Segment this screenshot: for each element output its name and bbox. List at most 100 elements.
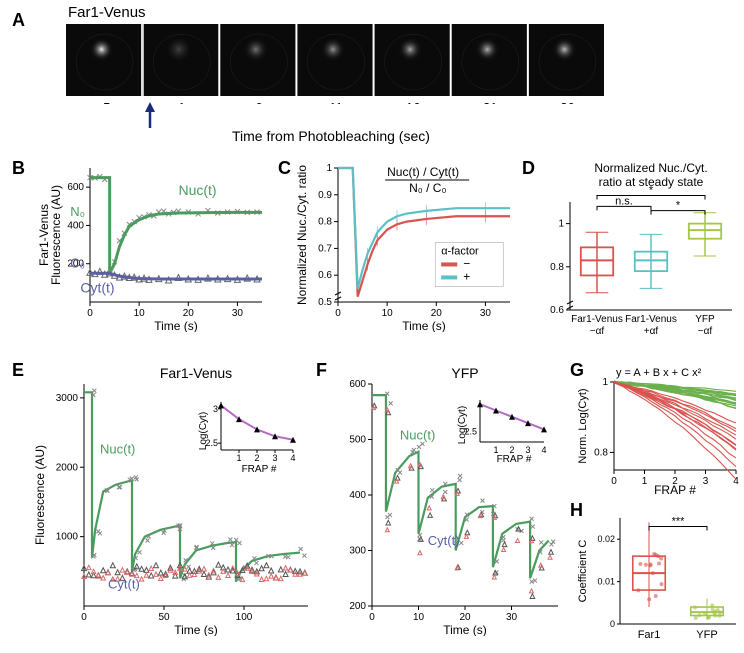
svg-text:1: 1: [602, 377, 608, 388]
svg-text:30: 30: [232, 308, 244, 319]
svg-text:Coefficient C: Coefficient C: [577, 540, 589, 603]
svg-text:400: 400: [67, 220, 84, 231]
svg-text:4: 4: [290, 453, 295, 463]
svg-text:10: 10: [413, 612, 425, 623]
svg-text:0: 0: [335, 308, 341, 319]
svg-text:3: 3: [272, 453, 277, 463]
svg-text:0: 0: [611, 476, 617, 487]
panel-h-chart: 00.010.02Coefficient CFar1YFP***: [576, 504, 740, 644]
panel-a-arrow: [140, 100, 160, 130]
svg-text:Nuc(t): Nuc(t): [100, 441, 135, 456]
svg-text:C₀: C₀: [70, 256, 85, 271]
panel-f-label: F: [316, 360, 327, 381]
svg-text:3000: 3000: [56, 393, 79, 404]
svg-text:20: 20: [431, 308, 443, 319]
svg-text:Far1: Far1: [638, 629, 661, 641]
panel-d-label: D: [522, 158, 535, 179]
svg-text:-5: -5: [99, 100, 111, 104]
svg-text:Nuc(t): Nuc(t): [178, 182, 216, 198]
svg-text:YFP: YFP: [451, 366, 478, 381]
svg-text:−: −: [463, 256, 470, 270]
svg-text:FRAP #: FRAP #: [497, 454, 532, 465]
svg-text:2: 2: [254, 453, 259, 463]
panel-a-label: A: [12, 10, 25, 31]
svg-text:1: 1: [558, 219, 564, 230]
svg-text:0: 0: [369, 612, 375, 623]
panel-e-label: E: [12, 360, 24, 381]
svg-text:Fluorescence (AU): Fluorescence (AU): [49, 185, 63, 285]
svg-text:6: 6: [255, 100, 262, 104]
svg-text:0.6: 0.6: [550, 305, 564, 316]
svg-text:Log(Cyt): Log(Cyt): [198, 412, 209, 450]
svg-text:Time (s): Time (s): [174, 623, 218, 636]
svg-text:YFP: YFP: [696, 629, 717, 641]
svg-text:20: 20: [183, 308, 195, 319]
svg-text:Normalized Nuc./Cyt. ratio: Normalized Nuc./Cyt. ratio: [296, 165, 309, 305]
svg-text:3: 3: [213, 404, 218, 414]
svg-text:26: 26: [560, 100, 574, 104]
svg-text:0: 0: [87, 308, 93, 319]
panel-b-label: B: [12, 158, 25, 179]
svg-text:*: *: [649, 185, 654, 197]
svg-text:4: 4: [541, 445, 546, 455]
svg-text:400: 400: [349, 490, 366, 501]
panel-c-chart: 01020300.50.60.70.80.91Time (s)Normalize…: [296, 162, 516, 332]
svg-text:200: 200: [349, 601, 366, 612]
svg-text:Log(Cyt): Log(Cyt): [457, 406, 468, 444]
panel-b-chart: 0102030200400600Time (s)Far1-VenusFluore…: [38, 162, 268, 332]
svg-text:n.s.: n.s.: [615, 195, 633, 207]
svg-text:FRAP #: FRAP #: [654, 483, 696, 496]
svg-text:y = A + B x + C x²: y = A + B x + C x²: [616, 367, 702, 379]
svg-text:*: *: [676, 200, 681, 212]
svg-text:30: 30: [506, 612, 518, 623]
svg-text:Cyt(t): Cyt(t): [428, 533, 460, 548]
svg-text:YFP: YFP: [695, 314, 715, 325]
svg-text:1: 1: [642, 476, 648, 487]
svg-text:300: 300: [349, 546, 366, 557]
svg-text:1: 1: [178, 100, 185, 104]
svg-text:Far1-Venus: Far1-Venus: [160, 366, 232, 381]
svg-text:Cyt(t): Cyt(t): [80, 279, 114, 295]
svg-text:600: 600: [349, 379, 366, 390]
svg-text:Time (s): Time (s): [402, 319, 446, 332]
svg-text:Cyt(t): Cyt(t): [108, 577, 140, 592]
panel-a-images: -51611162126: [66, 24, 606, 104]
panel-f-chart: 0102030200300400500600Time (s)YFPNuc(t)C…: [330, 366, 564, 636]
svg-text:0: 0: [610, 619, 615, 629]
svg-text:+αf: +αf: [644, 326, 659, 337]
svg-text:***: ***: [672, 515, 686, 527]
svg-text:16: 16: [406, 100, 420, 104]
svg-text:Far1-Venus: Far1-Venus: [625, 314, 677, 325]
svg-text:N₀ / C₀: N₀ / C₀: [409, 181, 446, 195]
svg-text:50: 50: [158, 612, 170, 623]
svg-text:Far1-Venus: Far1-Venus: [571, 314, 623, 325]
svg-text:0.5: 0.5: [318, 297, 332, 308]
svg-text:1: 1: [236, 453, 241, 463]
svg-text:Nuc(t): Nuc(t): [400, 428, 435, 443]
svg-text:0.9: 0.9: [318, 190, 332, 201]
svg-text:0.01: 0.01: [597, 577, 615, 587]
svg-text:−αf: −αf: [590, 326, 605, 337]
svg-text:Time (s): Time (s): [154, 319, 198, 332]
svg-text:−αf: −αf: [698, 326, 713, 337]
svg-text:0: 0: [81, 612, 87, 623]
svg-text:500: 500: [349, 435, 366, 446]
svg-text:N₀: N₀: [70, 204, 85, 219]
panel-g-chart: y = A + B x + C x²012340.81FRAP #Norm. L…: [576, 366, 740, 496]
svg-text:Normalized Nuc./Cyt.: Normalized Nuc./Cyt.: [594, 162, 707, 175]
svg-text:FRAP #: FRAP #: [242, 464, 277, 475]
svg-text:0.8: 0.8: [594, 447, 608, 458]
svg-text:11: 11: [329, 100, 343, 104]
panel-e-chart: 050100100020003000Time (s)Fluorescence (…: [34, 366, 314, 636]
svg-text:21: 21: [483, 100, 497, 104]
svg-text:10: 10: [134, 308, 146, 319]
svg-text:0.6: 0.6: [318, 270, 332, 281]
panel-d-chart: 0.60.81Normalized Nuc./Cyt.ratio at stea…: [536, 162, 736, 348]
svg-text:3: 3: [703, 476, 709, 487]
svg-text:Fluorescence (AU): Fluorescence (AU): [34, 445, 47, 545]
svg-text:1: 1: [326, 163, 332, 174]
svg-text:0.8: 0.8: [550, 262, 564, 273]
panel-c-label: C: [278, 158, 291, 179]
svg-text:30: 30: [480, 308, 492, 319]
svg-text:Time (s): Time (s): [443, 623, 487, 636]
